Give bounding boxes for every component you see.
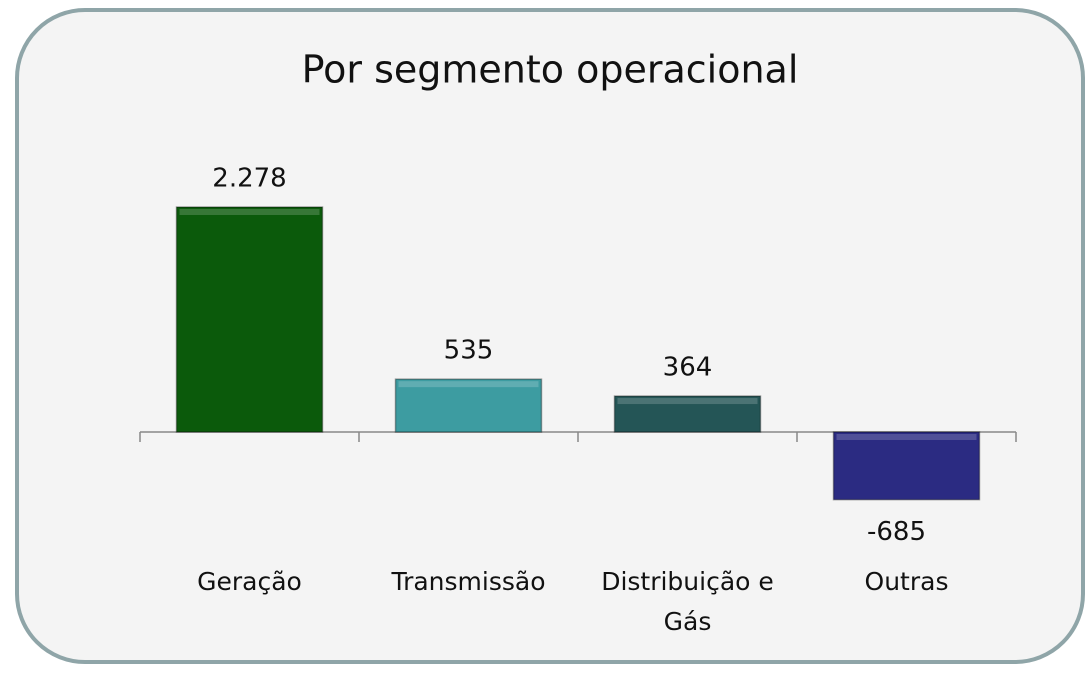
bar [613,395,762,433]
x-tick-label: Distribuição e Gás [601,567,774,636]
value-label: 535 [444,336,494,366]
x-tick-label: Outras [864,567,949,596]
chart-title: Por segmento operacional [302,48,799,92]
bar-bevel [617,398,758,405]
bar-bevel [179,209,320,215]
value-label: 364 [663,353,713,383]
value-label: -685 [867,517,926,547]
bar [394,378,543,433]
x-tick-label: Transmissão [391,567,546,596]
bar [175,206,324,433]
bar-bevel [836,434,977,440]
x-tick-label: Geração [197,567,302,596]
value-label: 2.278 [212,164,286,194]
bar [832,431,981,501]
bar-bevel [398,381,539,388]
